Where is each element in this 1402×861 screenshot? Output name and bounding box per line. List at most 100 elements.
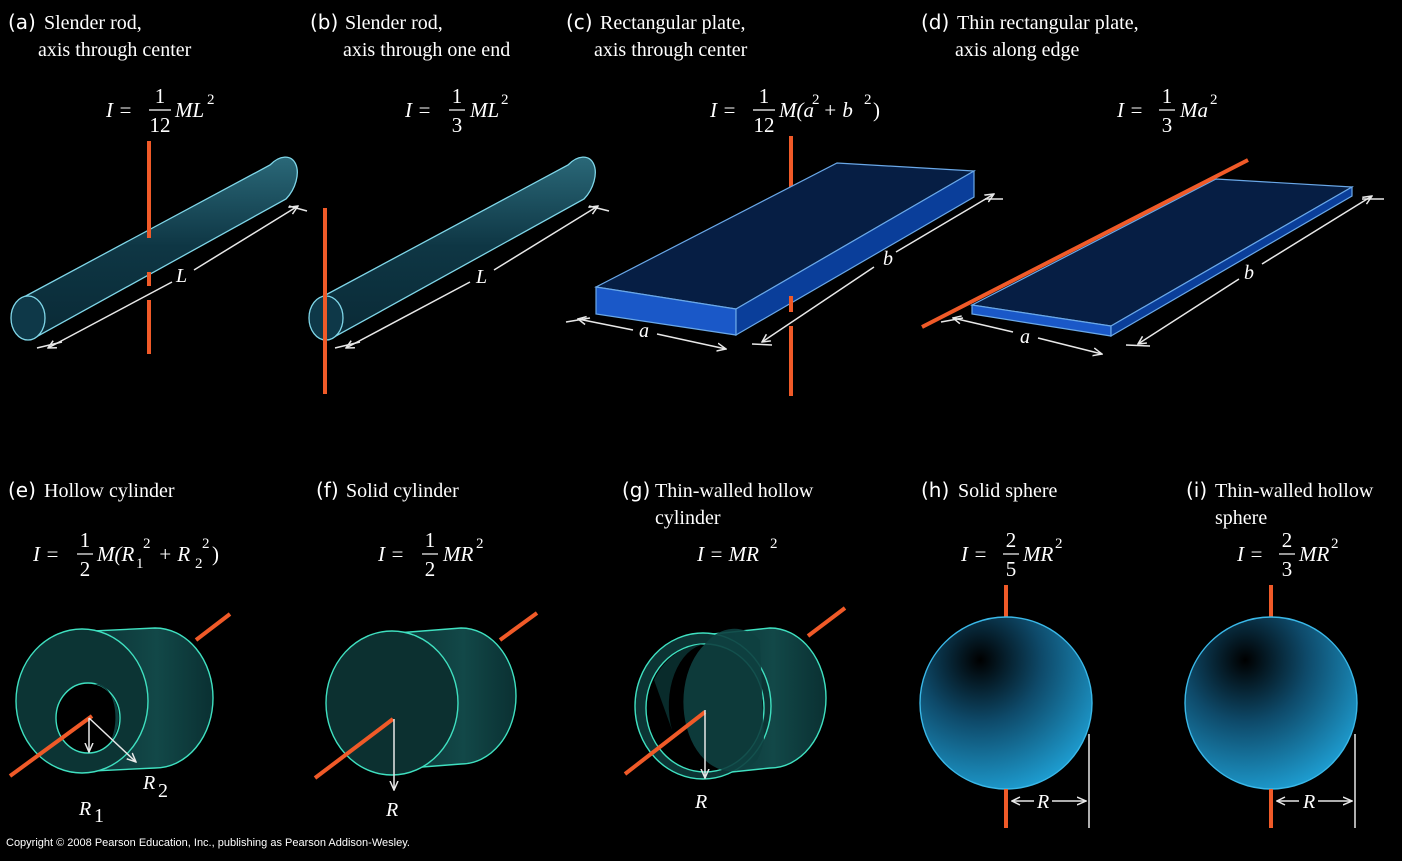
formula-term: ) [873,98,880,122]
dimension-label: R [694,791,707,813]
caption-line: Hollow cylinder [44,480,175,502]
formula-lhs: I = [709,98,736,122]
formula: I = 1 12 M(a 2 + b 2 ) [709,84,880,137]
formula-term: ) [212,542,219,566]
dimension-label: L [175,265,187,287]
caption-line: Thin-walled hollow [655,480,814,502]
formula-exponent: 2 [770,536,778,552]
formula-lhs: I = [960,542,987,566]
dimension-label: b [883,248,893,270]
caption-line: Slender rod, [44,12,142,34]
dimension-arrow [1138,278,1240,344]
formula-numerator: 1 [80,528,91,552]
panel-tag: (h) [921,478,949,502]
caption-line: axis along edge [955,39,1080,61]
panel-h: (h) Solid sphere I = 2 5 MR 2 R [919,478,1093,828]
formula: I = 1 3 Ma 2 [1116,84,1218,137]
panel-tag: (a) [8,10,36,34]
rotation-axis [921,158,1249,329]
dimension-arrow [656,333,726,349]
dimension-label: R [1036,791,1049,813]
formula-denominator: 12 [150,113,171,137]
thin-walled-hollow-sphere [1184,616,1358,790]
dimension-label: R [78,798,91,820]
formula-term: Ma [1179,98,1208,122]
formula-numerator: 1 [452,84,463,108]
dimension-arrow [346,281,471,348]
formula-exponent: 2 [207,92,215,108]
formula-numerator: 2 [1006,528,1017,552]
formula-lhs: I = [377,542,404,566]
panel-b: (b) Slender rod, axis through one end I … [308,10,610,394]
formula-exponent: 2 [476,536,484,552]
formula-exponent: 2 [812,92,820,108]
copyright-notice: Copyright © 2008 Pearson Education, Inc.… [6,837,410,849]
caption-line: Slender rod, [345,12,443,34]
rotation-axis [498,611,539,642]
formula-term: ML [469,98,499,122]
formula-exponent: 2 [864,92,872,108]
panel-tag: (f) [316,478,339,502]
caption-line: Rectangular plate, [600,12,746,34]
rectangular-plate [594,162,977,337]
dimension-tick [751,343,773,346]
formula-exponent: 2 [1055,536,1063,552]
formula-denominator: 2 [80,557,91,581]
formula-term: MR [1298,542,1329,566]
panel-tag: (i) [1186,478,1207,502]
panel-tag: (b) [310,10,338,34]
radius-arrow [88,717,136,762]
caption-line: Thin-walled hollow [1215,480,1374,502]
formula-numerator: 1 [425,528,436,552]
panel-tag: (d) [921,10,949,34]
formula: I = 1 2 M(R 1 2 + R 2 2 ) [32,528,219,581]
caption-line: axis through center [38,39,192,61]
formula-denominator: 3 [1162,113,1173,137]
formula-lhs: I = [32,542,59,566]
formula-lhs: I = [105,98,132,122]
panel-g: (g) Thin-walled hollow cylinder I = MR 2… [622,478,847,813]
formula-exponent: 2 [143,536,151,552]
panel-i: (i) Thin-walled hollow sphere I = 2 3 MR… [1184,478,1374,828]
formula-exponent: 2 [501,92,509,108]
dimension-arrow [48,281,173,348]
panel-f: (f) Solid cylinder I = 1 2 MR 2 R [313,478,539,821]
rotation-axis [806,606,847,638]
formula-term: M(a [778,98,814,122]
thin-rectangular-plate [970,178,1355,338]
formula-lhs: I = [1116,98,1143,122]
dimension-label: R [142,772,155,794]
formula-denominator: 3 [452,113,463,137]
formula-denominator: 3 [1282,557,1293,581]
formula-denominator: 2 [425,557,436,581]
dimension-arrow [762,266,875,342]
panel-tag: (c) [566,10,593,34]
dimension-arrow [1037,337,1102,354]
formula: I = 2 5 MR 2 [960,528,1063,581]
formula-numerator: 1 [1162,84,1173,108]
formula: I = 1 12 ML 2 [105,84,215,137]
formula-numerator: 1 [759,84,770,108]
caption-line: Thin rectangular plate, [957,12,1139,34]
caption-line: cylinder [655,507,721,529]
slender-rod [10,156,298,341]
caption-line: Solid cylinder [346,480,459,502]
panel-e: (e) Hollow cylinder I = 1 2 M(R 1 2 + R … [8,478,232,827]
solid-cylinder [325,627,517,776]
caption-line: axis through center [594,39,748,61]
dimension-label: R [385,799,398,821]
formula-subscript: 2 [195,556,203,572]
dimension-arrow [193,206,298,271]
dimension-arrow [1261,196,1372,265]
formula-numerator: 2 [1282,528,1293,552]
caption-line: sphere [1215,507,1267,529]
dimension-label: L [475,266,487,288]
dimension-arrow [895,194,994,253]
panel-d: (d) Thin rectangular plate, axis along e… [921,10,1384,354]
formula-lhs: I = [1236,542,1263,566]
formula-term: M(R [96,542,134,566]
panel-c: (c) Rectangular plate, axis through cent… [565,10,1003,396]
formula-lhs: I = [404,98,431,122]
formula-term: + R [158,542,190,566]
